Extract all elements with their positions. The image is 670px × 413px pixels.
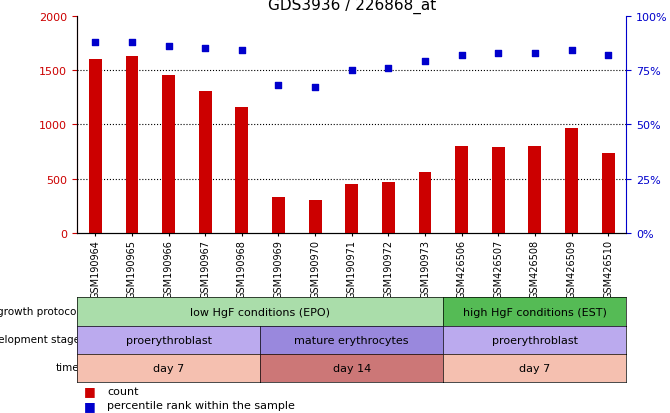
Bar	[309, 200, 322, 234]
Text: count: count	[107, 386, 139, 396]
Bar	[419, 173, 431, 234]
Bar	[529, 147, 541, 234]
Point	[346, 67, 357, 74]
Text: low HgF conditions (EPO): low HgF conditions (EPO)	[190, 307, 330, 317]
Text: development stage: development stage	[0, 335, 80, 344]
Text: time: time	[56, 363, 80, 373]
Text: ■: ■	[84, 399, 96, 412]
Text: day 7: day 7	[519, 363, 551, 373]
Bar	[272, 198, 285, 234]
Point	[310, 85, 320, 92]
Text: day 7: day 7	[153, 363, 184, 373]
Bar	[199, 91, 212, 234]
Bar	[89, 60, 102, 234]
Point	[90, 39, 100, 46]
Bar	[235, 108, 249, 234]
Bar	[492, 148, 505, 234]
Text: proerythroblast: proerythroblast	[492, 335, 578, 345]
Point	[603, 52, 614, 59]
Point	[127, 39, 137, 46]
Point	[200, 46, 210, 52]
Point	[163, 44, 174, 50]
Point	[273, 83, 284, 89]
Text: high HgF conditions (EST): high HgF conditions (EST)	[463, 307, 607, 317]
Point	[456, 52, 467, 59]
Text: day 14: day 14	[332, 363, 371, 373]
Text: ■: ■	[84, 384, 96, 397]
Point	[383, 65, 394, 72]
Point	[237, 48, 247, 55]
Point	[529, 50, 540, 57]
Text: percentile rank within the sample: percentile rank within the sample	[107, 400, 295, 410]
Text: proerythroblast: proerythroblast	[125, 335, 212, 345]
Bar	[125, 57, 139, 234]
Title: GDS3936 / 226868_at: GDS3936 / 226868_at	[267, 0, 436, 14]
Point	[419, 59, 430, 65]
Bar	[565, 128, 578, 234]
Bar	[162, 76, 175, 234]
Bar	[455, 147, 468, 234]
Point	[566, 48, 577, 55]
Bar	[602, 153, 614, 234]
Bar	[382, 183, 395, 234]
Bar	[345, 185, 358, 234]
Text: growth protocol: growth protocol	[0, 306, 80, 316]
Text: mature erythrocytes: mature erythrocytes	[295, 335, 409, 345]
Point	[493, 50, 504, 57]
